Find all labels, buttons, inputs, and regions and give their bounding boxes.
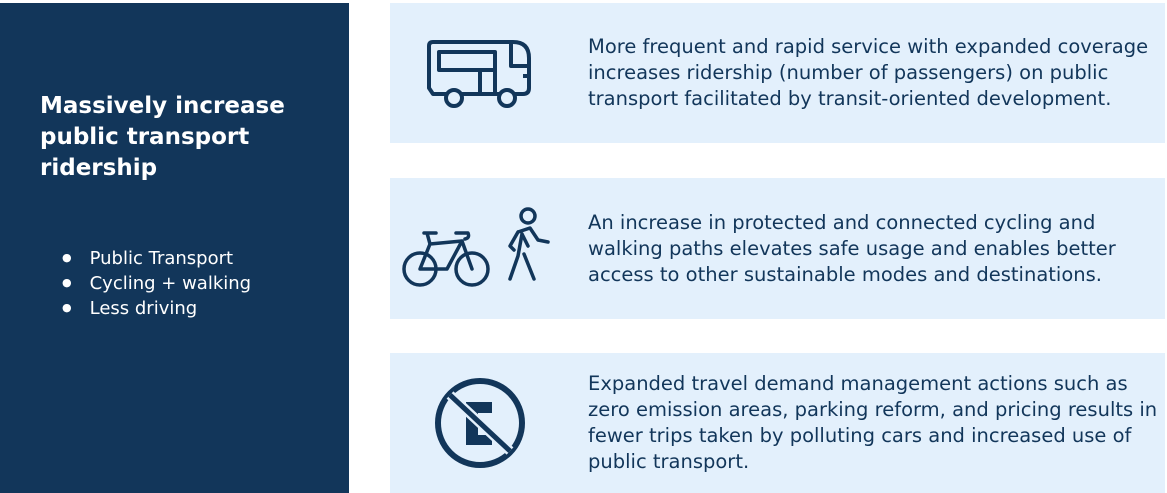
list-item: Cycling + walking xyxy=(40,271,252,296)
card-public-transport: More frequent and rapid service with exp… xyxy=(390,3,1165,143)
card-text: More frequent and rapid service with exp… xyxy=(588,35,1149,110)
mode-list: Public Transport Cycling + walking Less … xyxy=(40,246,252,321)
card-text: An increase in protected and connected c… xyxy=(588,210,1116,286)
list-item: Less driving xyxy=(40,296,251,321)
list-item: Public Transport xyxy=(40,246,251,271)
sidebar-panel: Massively increase public transport ride… xyxy=(0,3,349,493)
card-demand-management: Expanded travel demand management action… xyxy=(390,353,1165,493)
bus-icon xyxy=(390,3,570,143)
card-cycling-walking: An increase in protected and connected c… xyxy=(390,178,1165,319)
no-emission-car-icon xyxy=(390,353,570,493)
bicycle-pedestrian-icon xyxy=(390,178,570,319)
card-text: Expanded travel demand management action… xyxy=(588,372,1158,473)
sidebar-title: Massively increase public transport ride… xyxy=(40,93,285,181)
